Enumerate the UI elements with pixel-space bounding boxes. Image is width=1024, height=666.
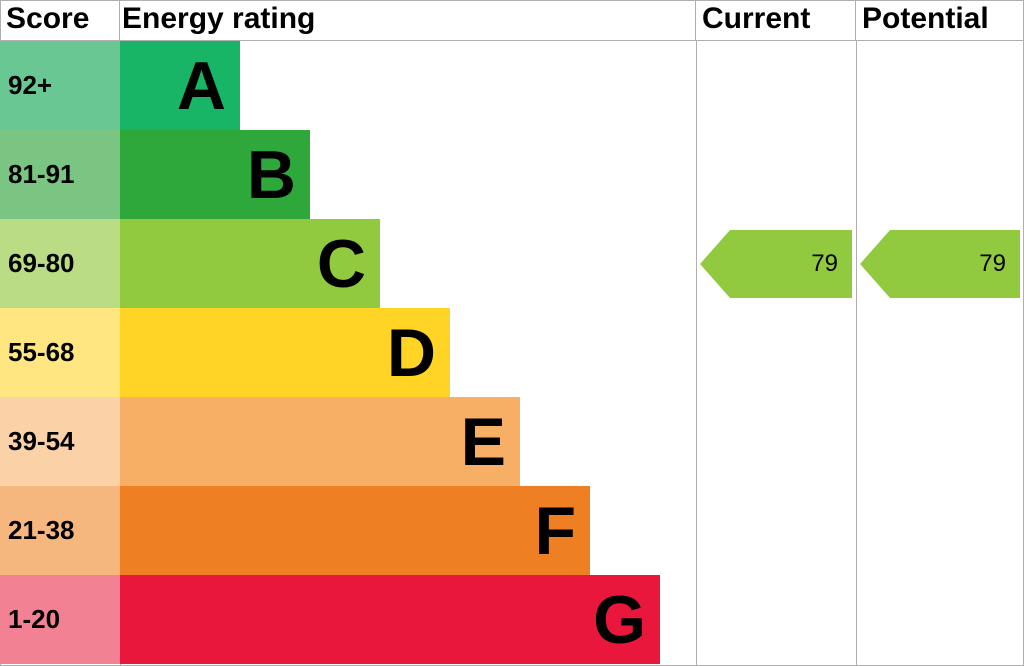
current-pointer-tip-icon bbox=[700, 230, 730, 298]
rating-letter-a: A bbox=[177, 52, 226, 120]
score-cell-c: 69-80 bbox=[0, 219, 120, 308]
header-rating: Energy rating bbox=[120, 0, 696, 40]
current-pointer: 79 bbox=[700, 230, 852, 298]
header-potential: Potential bbox=[856, 0, 1024, 40]
header-current: Current bbox=[696, 0, 856, 40]
band-row-b: 81-91 B bbox=[0, 130, 1024, 219]
header-row: Score Energy rating Current Potential bbox=[0, 0, 1024, 40]
score-cell-a: 92+ bbox=[0, 41, 120, 130]
energy-rating-chart: Score Energy rating Current Potential 92… bbox=[0, 0, 1024, 666]
rating-letter-b: B bbox=[247, 141, 296, 209]
band-row-e: 39-54 E bbox=[0, 397, 1024, 486]
score-cell-b: 81-91 bbox=[0, 130, 120, 219]
rating-bar-c: C bbox=[120, 219, 380, 308]
band-row-a: 92+ A bbox=[0, 41, 1024, 130]
rating-bar-b: B bbox=[120, 130, 310, 219]
rating-bar-d: D bbox=[120, 308, 450, 397]
rating-bar-e: E bbox=[120, 397, 520, 486]
potential-pointer: 79 bbox=[860, 230, 1020, 298]
band-row-d: 55-68 D bbox=[0, 308, 1024, 397]
score-cell-d: 55-68 bbox=[0, 308, 120, 397]
chart-body: 92+ A 81-91 B 69-80 C 55-68 D 39-54 E 21-38 F 1-20 G 7… bbox=[0, 40, 1024, 666]
score-cell-e: 39-54 bbox=[0, 397, 120, 486]
current-pointer-value: 79 bbox=[730, 230, 852, 298]
band-row-g: 1-20 G bbox=[0, 575, 1024, 664]
rating-letter-d: D bbox=[387, 319, 436, 387]
potential-pointer-value: 79 bbox=[890, 230, 1020, 298]
rating-letter-g: G bbox=[593, 586, 646, 654]
header-score: Score bbox=[0, 0, 120, 40]
potential-pointer-tip-icon bbox=[860, 230, 890, 298]
band-row-f: 21-38 F bbox=[0, 486, 1024, 575]
rating-bar-a: A bbox=[120, 41, 240, 130]
rating-letter-c: C bbox=[317, 230, 366, 298]
rating-bar-f: F bbox=[120, 486, 590, 575]
rating-letter-f: F bbox=[534, 497, 576, 565]
score-cell-f: 21-38 bbox=[0, 486, 120, 575]
rating-bar-g: G bbox=[120, 575, 660, 664]
score-cell-g: 1-20 bbox=[0, 575, 120, 664]
rating-letter-e: E bbox=[461, 408, 506, 476]
